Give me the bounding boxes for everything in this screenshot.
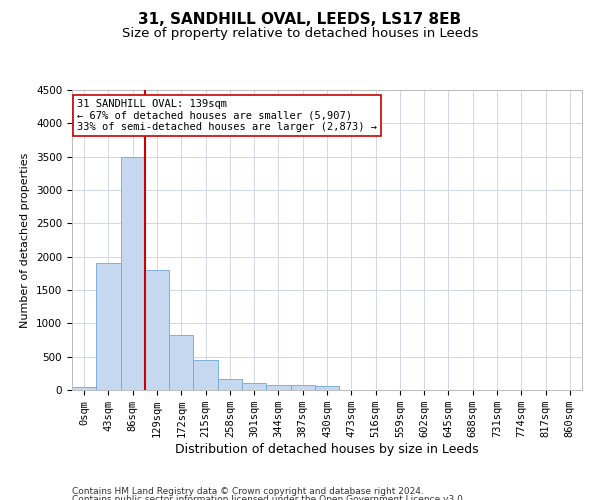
Bar [169, 334, 193, 390]
Y-axis label: Number of detached properties: Number of detached properties [20, 152, 31, 328]
Text: 31 SANDHILL OVAL: 139sqm
← 67% of detached houses are smaller (5,907)
33% of sem: 31 SANDHILL OVAL: 139sqm ← 67% of detach… [77, 99, 377, 132]
Text: Size of property relative to detached houses in Leeds: Size of property relative to detached ho… [122, 28, 478, 40]
Text: Contains HM Land Registry data © Crown copyright and database right 2024.: Contains HM Land Registry data © Crown c… [72, 488, 424, 496]
Bar [96, 264, 121, 390]
Text: 31, SANDHILL OVAL, LEEDS, LS17 8EB: 31, SANDHILL OVAL, LEEDS, LS17 8EB [139, 12, 461, 28]
Bar [72, 386, 96, 390]
Bar [290, 386, 315, 390]
Bar [242, 384, 266, 390]
Bar [266, 384, 290, 390]
Text: Contains public sector information licensed under the Open Government Licence v3: Contains public sector information licen… [72, 495, 466, 500]
Bar [193, 360, 218, 390]
Bar [121, 156, 145, 390]
Bar [145, 270, 169, 390]
Bar [218, 380, 242, 390]
X-axis label: Distribution of detached houses by size in Leeds: Distribution of detached houses by size … [175, 443, 479, 456]
Bar [315, 386, 339, 390]
